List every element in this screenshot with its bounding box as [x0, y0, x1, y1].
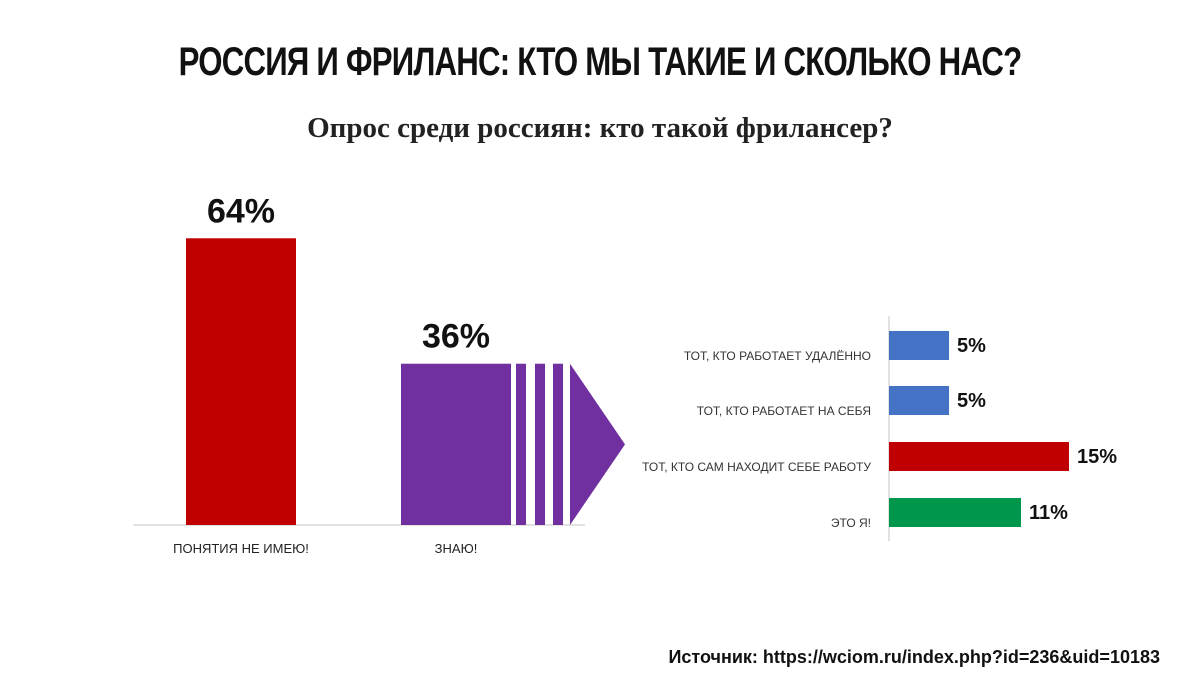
value-label: 5% [957, 335, 986, 357]
value-label: 11% [1029, 502, 1068, 524]
value-label: 36% [422, 318, 490, 356]
arrow-head [570, 363, 625, 525]
category-label: ПОНЯТИЯ НЕ ИМЕЮ! [173, 541, 309, 556]
category-label: ТОТ, КТО РАБОТАЕТ УДАЛЁННО [684, 349, 871, 363]
hbar-na-sebya [889, 386, 949, 415]
category-label: ТОТ, КТО САМ НАХОДИТ СЕБЕ РАБОТУ [642, 460, 871, 474]
arrow-stripe [516, 363, 526, 525]
bar-znayu [401, 363, 511, 525]
category-label: ЭТО Я! [831, 516, 871, 530]
arrow-stripe [553, 363, 563, 525]
chart-subtitle: Опрос среди россиян: кто такой фрилансер… [307, 112, 893, 144]
hbar-udalenno [889, 331, 949, 360]
value-label: 15% [1077, 446, 1117, 468]
value-label: 5% [957, 390, 986, 412]
source-note: Источник: https://wciom.ru/index.php?id=… [668, 647, 1160, 667]
category-label: ЗНАЮ! [435, 541, 478, 556]
bar-ne-imeyu [186, 238, 296, 525]
chart-title: РОССИЯ И ФРИЛАНС: КТО МЫ ТАКИЕ И СКОЛЬКО… [178, 40, 1023, 84]
category-label: ТОТ, КТО РАБОТАЕТ НА СЕБЯ [697, 404, 871, 418]
hbar-eto-ya [889, 498, 1021, 527]
hbar-sam-nahodit [889, 442, 1069, 471]
value-label: 64% [207, 192, 275, 230]
arrow-stripe [535, 363, 545, 525]
